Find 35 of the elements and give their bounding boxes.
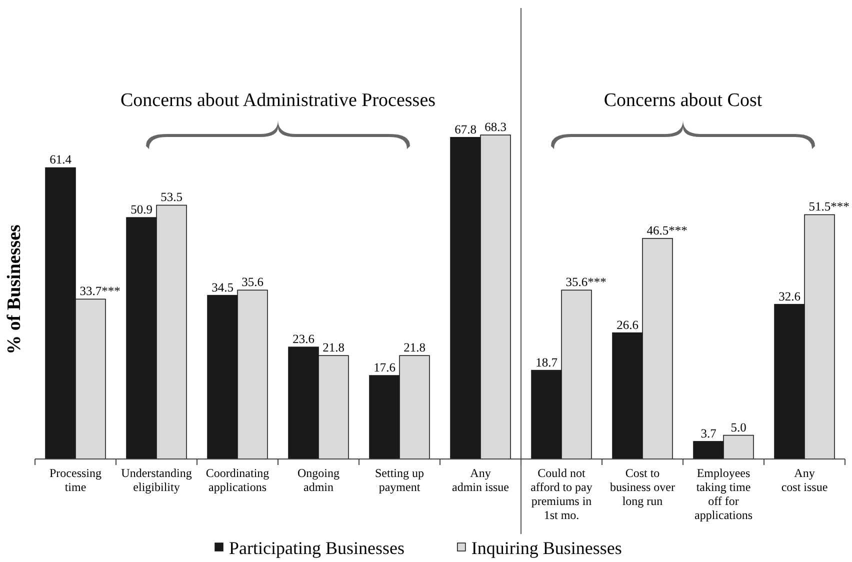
legend-label: Participating Businesses: [229, 538, 404, 558]
legend-label: Inquiring Businesses: [471, 538, 622, 558]
y-axis-title: % of Businesses: [4, 224, 25, 354]
data-label: 61.4: [50, 152, 72, 167]
x-tick-label: Cost to business over long run: [610, 466, 675, 508]
x-tick-label: Processing time: [50, 466, 102, 494]
data-label: 68.3: [484, 120, 506, 134]
data-label: 35.6: [242, 275, 264, 290]
data-label: 53.5: [160, 190, 182, 204]
data-label: 18.7: [536, 355, 558, 370]
data-label: 23.6: [292, 332, 314, 346]
data-label: 51.5***: [808, 200, 850, 214]
x-tick-label: Could not afford to pay premiums in 1st mo.: [530, 466, 592, 522]
data-label: 50.9: [130, 202, 152, 217]
data-label: 17.6: [374, 360, 396, 375]
text: Concerns about Cost: [604, 90, 763, 111]
x-tick-label: Ongoing admin: [298, 466, 340, 494]
x-tick-label: Understanding eligibility: [121, 466, 192, 494]
data-label: 34.5: [212, 280, 234, 294]
x-tick-label: Setting up payment: [374, 466, 424, 494]
data-label: 5.0: [730, 420, 746, 434]
data-label: 33.7***: [80, 284, 120, 298]
data-label: 67.8: [454, 122, 476, 136]
data-label: 35.6***: [566, 275, 606, 290]
x-tick-label: Any admin issue: [452, 466, 509, 494]
x-tick-label: Employees taking time off for applications: [694, 466, 753, 522]
x-tick-label: Any cost issue: [781, 466, 828, 494]
data-label: 21.8: [404, 340, 426, 355]
data-label: 46.5***: [646, 223, 688, 238]
data-label: 32.6: [778, 289, 800, 304]
data-label: 21.8: [322, 340, 344, 355]
text: Concerns about Administrative Processes: [120, 90, 436, 111]
data-label: 26.6: [616, 318, 638, 332]
data-label: 3.7: [700, 426, 716, 440]
x-tick-label: Coordinating applications: [206, 466, 270, 494]
